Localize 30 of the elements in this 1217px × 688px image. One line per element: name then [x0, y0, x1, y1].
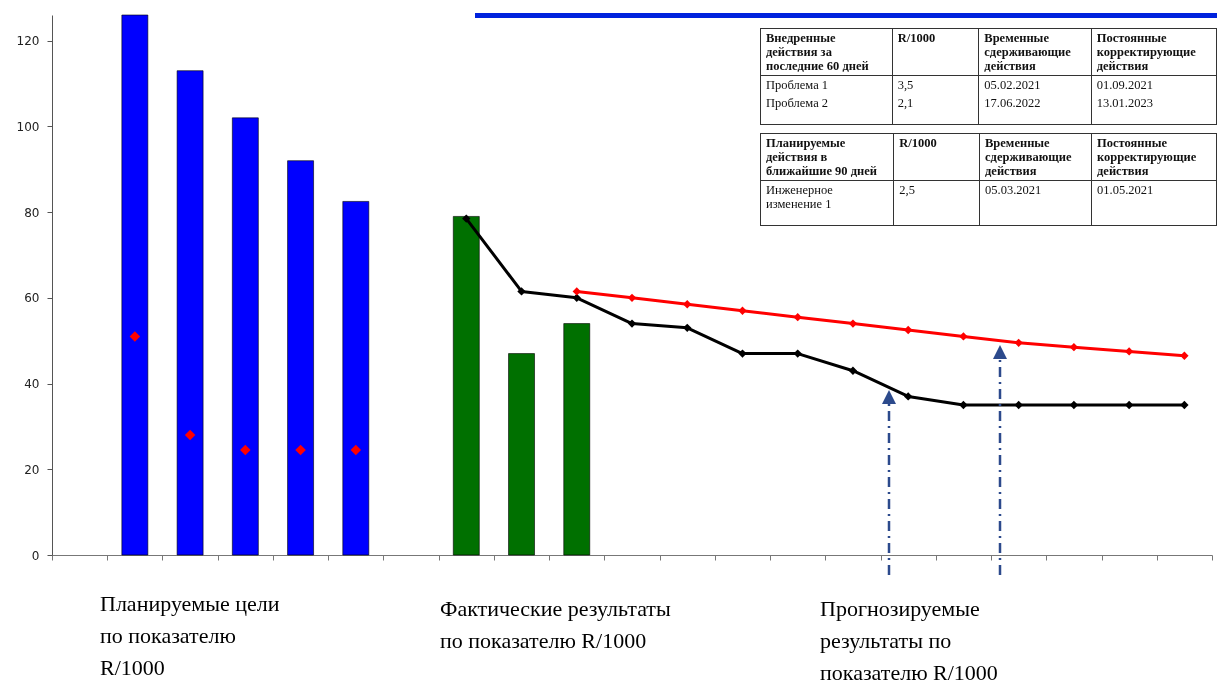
- annotation: 3,5: [892, 75, 979, 94]
- annotation: R/1000: [892, 28, 979, 76]
- text: Прогнозируемые результаты по показателю R/1000: [820, 595, 999, 687]
- y-tick-label: 100: [16, 119, 40, 134]
- annotation: Постоянные корректирующие действия: [1091, 133, 1217, 181]
- annotation: 01.05.2021: [1091, 180, 1217, 226]
- annotation: 17.06.2022: [978, 94, 1092, 125]
- annotation: 01.09.2021: [1091, 75, 1217, 94]
- annotation: Постоянные корректирующие действия: [1091, 28, 1217, 76]
- y-tick-label: 20: [24, 462, 40, 477]
- text: Планируемые цели по показателю R/1000: [100, 590, 281, 682]
- annotation: Планируемые действия в ближайшие 90 дней: [760, 133, 894, 181]
- y-tick-label: 0: [31, 548, 40, 563]
- annotation: 2,1: [892, 94, 979, 125]
- annotation: Внедренные действия за последние 60 дней: [760, 28, 893, 76]
- annotation: Временные сдерживающие действия: [978, 28, 1092, 76]
- annotation: 13.01.2023: [1091, 94, 1217, 125]
- annotation: 2,5: [893, 180, 980, 226]
- annotation: Инженерное изменение 1: [760, 180, 894, 226]
- text: Фактические результаты по показателю R/1000: [440, 595, 672, 655]
- annotation: Проблема 2: [760, 94, 893, 125]
- annotation: 05.02.2021: [978, 75, 1092, 94]
- y-tick-label: 40: [24, 377, 40, 392]
- y-tick-label: 60: [24, 291, 40, 306]
- annotation: 05.03.2021: [979, 180, 1092, 226]
- annotation: R/1000: [893, 133, 980, 181]
- annotation: Проблема 1: [760, 75, 893, 94]
- y-tick-label: 80: [24, 205, 40, 220]
- y-tick-label: 120: [16, 34, 40, 49]
- annotation: Временные сдерживающие действия: [979, 133, 1092, 181]
